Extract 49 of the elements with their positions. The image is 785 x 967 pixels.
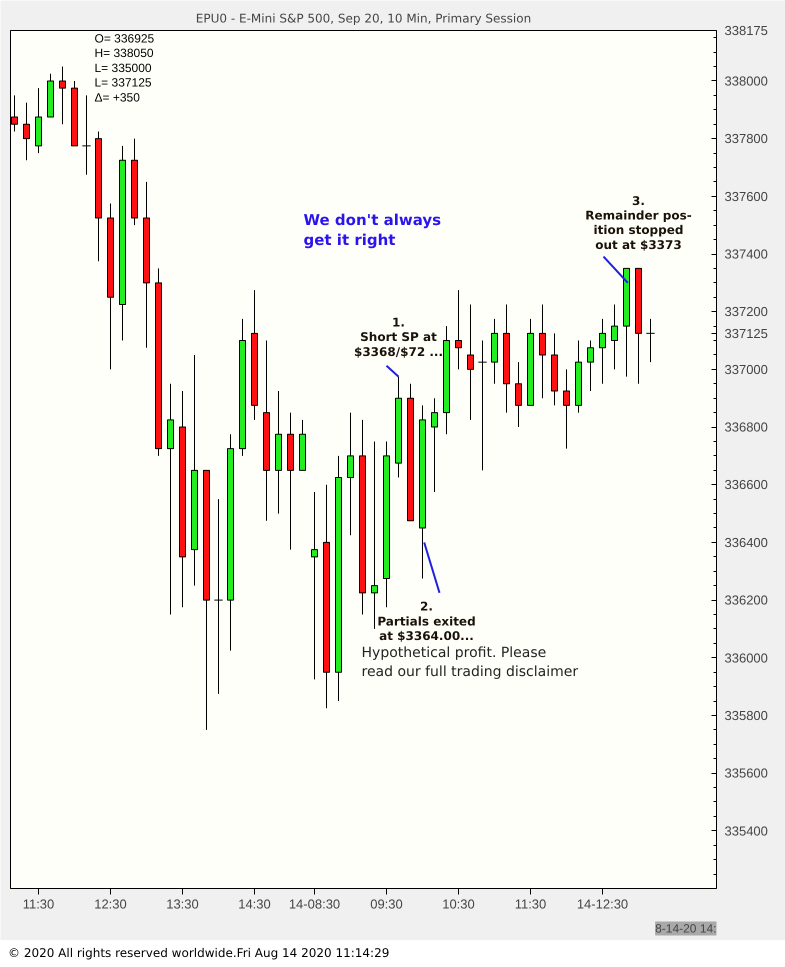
x-tick-label: 09:30 [370,896,403,912]
y-tick-label: 337200 [724,304,768,320]
candlestick [563,368,570,450]
candlestick [611,304,618,370]
x-tick-label: 13:30 [166,896,199,912]
x-tick-label: 14-08:30 [288,896,340,912]
candlestick [371,440,378,630]
candlestick [455,290,462,370]
annotation: 2. Partials exited at $3364.00... [377,600,476,643]
text: 8-14-20 14: [655,922,717,936]
y-tick-label: 338000 [724,73,768,88]
y-tick-label: 337600 [724,188,768,204]
y-tick-label: 337400 [724,246,768,262]
x-tick-label: 10:30 [442,896,475,912]
annotation: We don't always get it right [304,211,442,249]
y-tick-label: 335800 [724,708,768,723]
candlestick [467,304,474,420]
annotation: Hypothetical profit. Please read our full trading disclaimer [362,645,578,680]
annotation: 1. Short SP at $3368/$72 ... [354,316,444,359]
y-tick-label: 336600 [724,477,768,492]
y-tick-label: 336800 [724,420,768,435]
y-tick-label: 335400 [724,823,768,838]
y-tick-label: 336000 [724,650,768,666]
annotation: 3. Remainder pos- ition stopped out at $3373 [585,194,692,252]
annotation: O= 336925 H= 338050 L= 335000 L= 337125 Δ= +350 [94,31,155,104]
y-tick-label: 337000 [724,362,768,377]
candlestick [587,340,594,392]
candlestick [311,491,318,680]
y-tick-label: 337125 [724,326,768,341]
candlestick [347,412,354,536]
y-tick-label: 336400 [724,534,768,550]
x-tick-label: 14-12:30 [576,896,628,912]
y-tick-label: 338175 [724,23,768,38]
y-tick-label: 336200 [724,592,768,608]
x-tick-label: 12:30 [94,896,127,912]
text: Fri Aug 14 2020 11:14:29 [236,945,390,962]
x-tick-label: 11:30 [22,896,54,912]
candlestick [59,66,66,125]
chart-title: EPU0 - E-Mini S&P 500, Sep 20, 10 Min, Primary Session [196,12,532,26]
candlestick [599,318,606,384]
y-tick-label: 337800 [724,131,768,146]
candlestick [515,362,522,428]
candlestick [23,102,30,161]
text: © 2020 All rights reserved worldwide. [8,945,237,962]
candlestick [431,398,438,492]
x-tick-label: 14:30 [238,896,271,912]
x-tick-label: 11:30 [514,896,546,912]
candlestick [539,304,546,399]
y-tick-label: 335600 [724,766,768,781]
